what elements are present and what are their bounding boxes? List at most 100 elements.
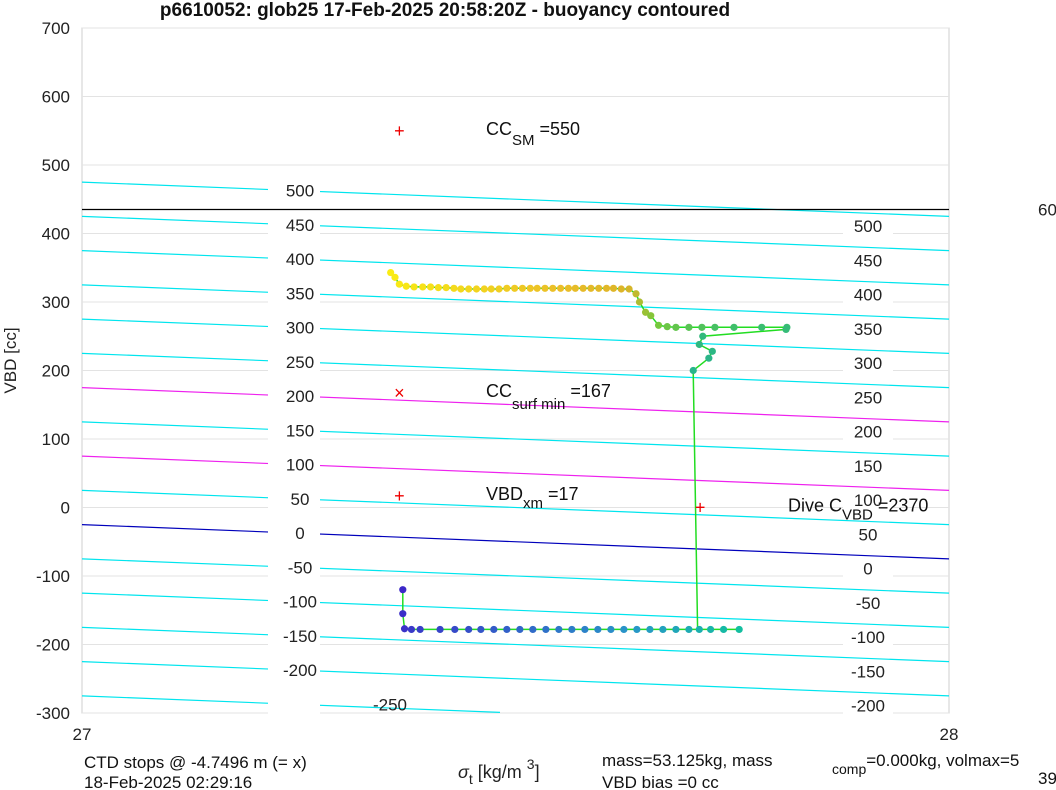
annotation-label: CCsurf min =167: [486, 381, 611, 413]
data-point: [387, 268, 395, 277]
contour-label-right: -50: [856, 594, 881, 613]
y-tick-label: -300: [36, 704, 70, 723]
data-point: [399, 586, 407, 594]
contour-label-right: -150: [851, 662, 885, 681]
y-tick-label: -200: [36, 636, 70, 655]
contour-label-right: 300: [854, 354, 882, 373]
data-point: [495, 285, 503, 293]
contour-label-mask: [843, 523, 893, 546]
data-point: [568, 625, 576, 634]
data-point: [672, 323, 680, 331]
contour-label-mask: [843, 249, 893, 272]
y-tick-label: 400: [42, 225, 70, 244]
data-point: [490, 625, 498, 634]
data-point: [516, 625, 524, 634]
data-point: [594, 625, 602, 634]
contour-label-mask: [843, 352, 893, 375]
marker-symbol: +: [695, 498, 706, 518]
data-point: [503, 284, 511, 292]
data-point: [465, 285, 473, 293]
data-point: [533, 284, 541, 292]
contour-label-left: 200: [286, 387, 314, 406]
footer-timestamp: 18-Feb-2025 02:29:16: [84, 773, 252, 790]
data-point: [735, 625, 743, 634]
data-point: [416, 625, 424, 634]
contour-label-mask: [268, 419, 320, 442]
footer-right-fragment: 39: [1038, 769, 1056, 788]
data-point: [633, 625, 641, 634]
contour-line: [81, 592, 950, 628]
data-point: [663, 323, 671, 331]
contour-label-left: -50: [288, 558, 313, 577]
contour-line: [81, 626, 950, 663]
y-tick-label: -100: [36, 567, 70, 586]
data-point: [487, 285, 495, 293]
data-point: [607, 625, 615, 634]
contour-line: [81, 558, 950, 594]
data-point: [672, 625, 680, 634]
contour-label-mask: [268, 316, 320, 339]
contour-label-left: 500: [286, 182, 314, 201]
contour-label-mask: [843, 283, 893, 306]
y-tick-label: 100: [42, 430, 70, 449]
contour-label-mask: [268, 556, 320, 579]
y-tick-label: 500: [42, 156, 70, 175]
data-point: [685, 625, 693, 634]
data-point: [402, 282, 410, 290]
data-point: [705, 354, 713, 362]
data-point: [395, 280, 403, 288]
footer-mass: mass=53.125kg, mass: [602, 751, 773, 770]
y-axis-label: VBD [cc]: [1, 327, 20, 393]
contour-label-left: -100: [283, 593, 317, 612]
data-point: [503, 625, 511, 634]
contour-line: [81, 318, 950, 354]
contour-label-left: 50: [291, 490, 310, 509]
contour-line: [81, 352, 950, 389]
contour-label-left: -150: [283, 627, 317, 646]
contour-label-mask: [268, 385, 320, 408]
contour-label-mask: [843, 694, 893, 717]
data-point: [708, 347, 716, 355]
contour-line: [81, 387, 950, 423]
contour-label-mask: [843, 591, 893, 614]
data-point: [595, 284, 603, 292]
data-point: [511, 284, 519, 292]
data-point: [581, 625, 589, 634]
contour-line: [81, 181, 950, 217]
contour-label-left: 100: [286, 456, 314, 475]
contour-line: [81, 524, 950, 560]
data-point: [399, 610, 407, 618]
right-edge-label: 60: [1038, 201, 1056, 220]
contour-label-left: 400: [286, 250, 314, 269]
contour-label-mask: [268, 179, 320, 202]
footer-mass-comp: comp=0.000kg, volmax=5: [832, 751, 1019, 777]
contour-label-mask: [843, 660, 893, 683]
contour-label-mask: [268, 248, 320, 271]
contour-label-mask: [268, 487, 320, 510]
data-point: [659, 625, 667, 634]
data-point: [400, 625, 409, 633]
data-point: [457, 285, 465, 293]
data-point: [571, 284, 579, 292]
data-point: [579, 284, 587, 292]
data-point: [426, 283, 435, 291]
data-point: [529, 625, 537, 634]
contour-line: [81, 421, 950, 457]
contour-label-right: 50: [859, 525, 878, 544]
contour-label-mask: [843, 420, 893, 443]
data-point: [542, 625, 550, 634]
contour-label-mask: [843, 626, 893, 649]
contour-label-right: 150: [854, 457, 882, 476]
data-point: [407, 625, 416, 634]
data-point: [526, 284, 534, 292]
contour-line: [81, 215, 950, 252]
contour-label-right: 0: [863, 560, 872, 579]
data-point: [625, 285, 633, 293]
marker-symbol: +: [394, 486, 405, 506]
contour-label-left: 250: [286, 353, 314, 372]
contour-label-mask: [843, 386, 893, 409]
contour-label-mask: [843, 489, 893, 512]
x-axis-label: σt [kg/m 3]: [458, 756, 540, 787]
data-point: [518, 284, 527, 292]
contour-label-mask: [268, 282, 320, 305]
